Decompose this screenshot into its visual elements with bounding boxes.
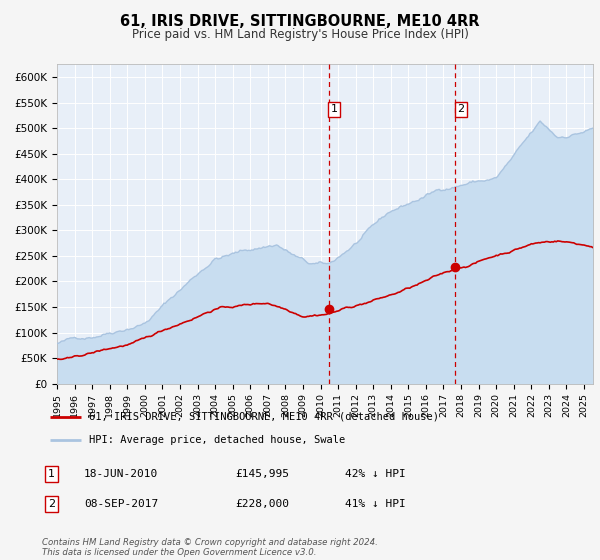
Text: 61, IRIS DRIVE, SITTINGBOURNE, ME10 4RR: 61, IRIS DRIVE, SITTINGBOURNE, ME10 4RR [120,14,480,29]
Text: 41% ↓ HPI: 41% ↓ HPI [345,499,406,509]
Text: 08-SEP-2017: 08-SEP-2017 [84,499,158,509]
Text: 18-JUN-2010: 18-JUN-2010 [84,469,158,479]
Text: 61, IRIS DRIVE, SITTINGBOURNE, ME10 4RR (detached house): 61, IRIS DRIVE, SITTINGBOURNE, ME10 4RR … [89,412,439,422]
Text: £145,995: £145,995 [235,469,289,479]
Text: Price paid vs. HM Land Registry's House Price Index (HPI): Price paid vs. HM Land Registry's House … [131,28,469,41]
Text: 1: 1 [331,104,338,114]
Text: HPI: Average price, detached house, Swale: HPI: Average price, detached house, Swal… [89,435,345,445]
Text: Contains HM Land Registry data © Crown copyright and database right 2024.
This d: Contains HM Land Registry data © Crown c… [42,538,378,557]
Text: 2: 2 [48,499,55,509]
Text: 42% ↓ HPI: 42% ↓ HPI [345,469,406,479]
Text: 1: 1 [48,469,55,479]
Text: £228,000: £228,000 [235,499,289,509]
Text: 2: 2 [458,104,464,114]
